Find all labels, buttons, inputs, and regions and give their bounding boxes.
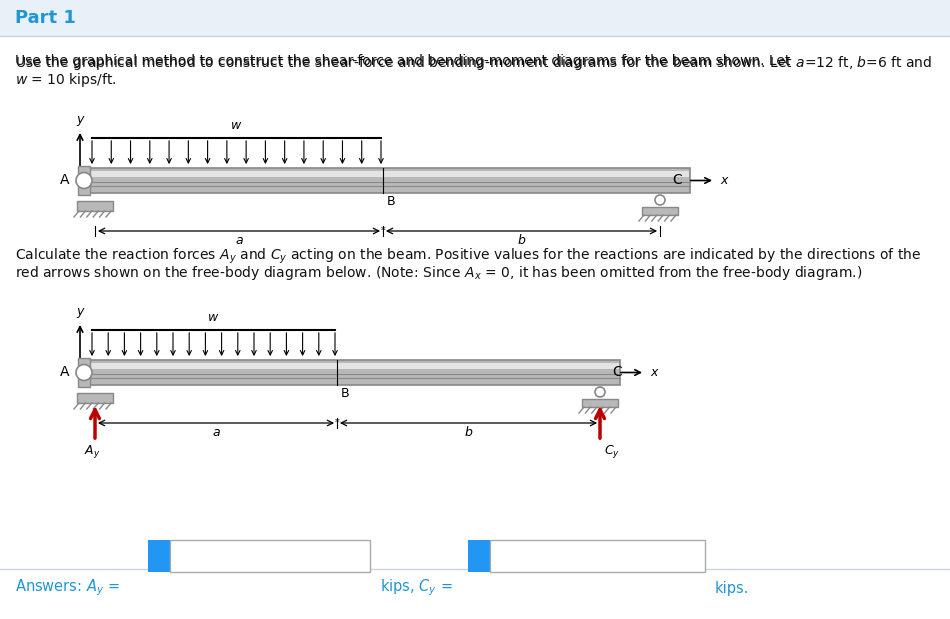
Text: C: C bbox=[672, 173, 682, 188]
Text: i: i bbox=[477, 581, 482, 595]
Text: w: w bbox=[231, 119, 241, 132]
Circle shape bbox=[76, 173, 92, 189]
Text: a: a bbox=[212, 425, 219, 438]
Text: C: C bbox=[612, 365, 621, 379]
FancyBboxPatch shape bbox=[642, 207, 678, 215]
Text: red arrows shown on the free-body diagram below. (Note: Since $A_x$ = 0, it has : red arrows shown on the free-body diagra… bbox=[15, 264, 863, 282]
Circle shape bbox=[76, 365, 92, 381]
FancyBboxPatch shape bbox=[0, 0, 950, 36]
Text: $w$ = 10 kips/ft.: $w$ = 10 kips/ft. bbox=[15, 71, 117, 89]
Text: Use the graphical method to construct the shear-force and bending-moment diagram: Use the graphical method to construct th… bbox=[15, 54, 795, 68]
Text: B: B bbox=[341, 387, 350, 400]
Text: y: y bbox=[76, 305, 84, 318]
FancyBboxPatch shape bbox=[78, 166, 90, 195]
Text: a: a bbox=[236, 233, 243, 246]
Text: A: A bbox=[60, 365, 69, 379]
FancyBboxPatch shape bbox=[170, 540, 370, 572]
Text: Answers: $A_y$ =: Answers: $A_y$ = bbox=[15, 578, 120, 599]
FancyBboxPatch shape bbox=[582, 399, 618, 407]
FancyBboxPatch shape bbox=[90, 168, 690, 193]
FancyBboxPatch shape bbox=[91, 363, 619, 369]
Text: w: w bbox=[208, 311, 219, 324]
Text: Part 1: Part 1 bbox=[15, 9, 76, 27]
Text: *: * bbox=[381, 226, 386, 236]
Text: $A_y$: $A_y$ bbox=[84, 443, 101, 459]
FancyBboxPatch shape bbox=[0, 36, 950, 619]
FancyBboxPatch shape bbox=[91, 171, 689, 177]
Circle shape bbox=[595, 387, 605, 397]
Text: b: b bbox=[518, 233, 525, 246]
Text: Use the graphical method to construct the shear-force and bending-moment diagram: Use the graphical method to construct th… bbox=[15, 54, 932, 72]
Text: x: x bbox=[720, 174, 728, 187]
Circle shape bbox=[655, 195, 665, 205]
FancyBboxPatch shape bbox=[490, 540, 705, 572]
Text: A: A bbox=[60, 173, 69, 188]
FancyBboxPatch shape bbox=[468, 540, 490, 572]
Text: y: y bbox=[76, 113, 84, 126]
FancyBboxPatch shape bbox=[77, 393, 113, 403]
Text: kips, $C_y$ =: kips, $C_y$ = bbox=[380, 578, 453, 599]
Text: kips.: kips. bbox=[715, 581, 750, 595]
Text: B: B bbox=[387, 195, 395, 208]
FancyBboxPatch shape bbox=[148, 540, 170, 572]
Text: i: i bbox=[157, 581, 162, 595]
FancyBboxPatch shape bbox=[77, 201, 113, 211]
Text: x: x bbox=[650, 366, 657, 379]
Text: $C_y$: $C_y$ bbox=[604, 443, 620, 459]
FancyBboxPatch shape bbox=[78, 358, 90, 387]
Text: *: * bbox=[334, 418, 339, 428]
Text: Calculate the reaction forces $A_y$ and $C_y$ acting on the beam. Positive value: Calculate the reaction forces $A_y$ and … bbox=[15, 247, 922, 266]
Text: b: b bbox=[465, 425, 472, 438]
FancyBboxPatch shape bbox=[90, 360, 620, 385]
